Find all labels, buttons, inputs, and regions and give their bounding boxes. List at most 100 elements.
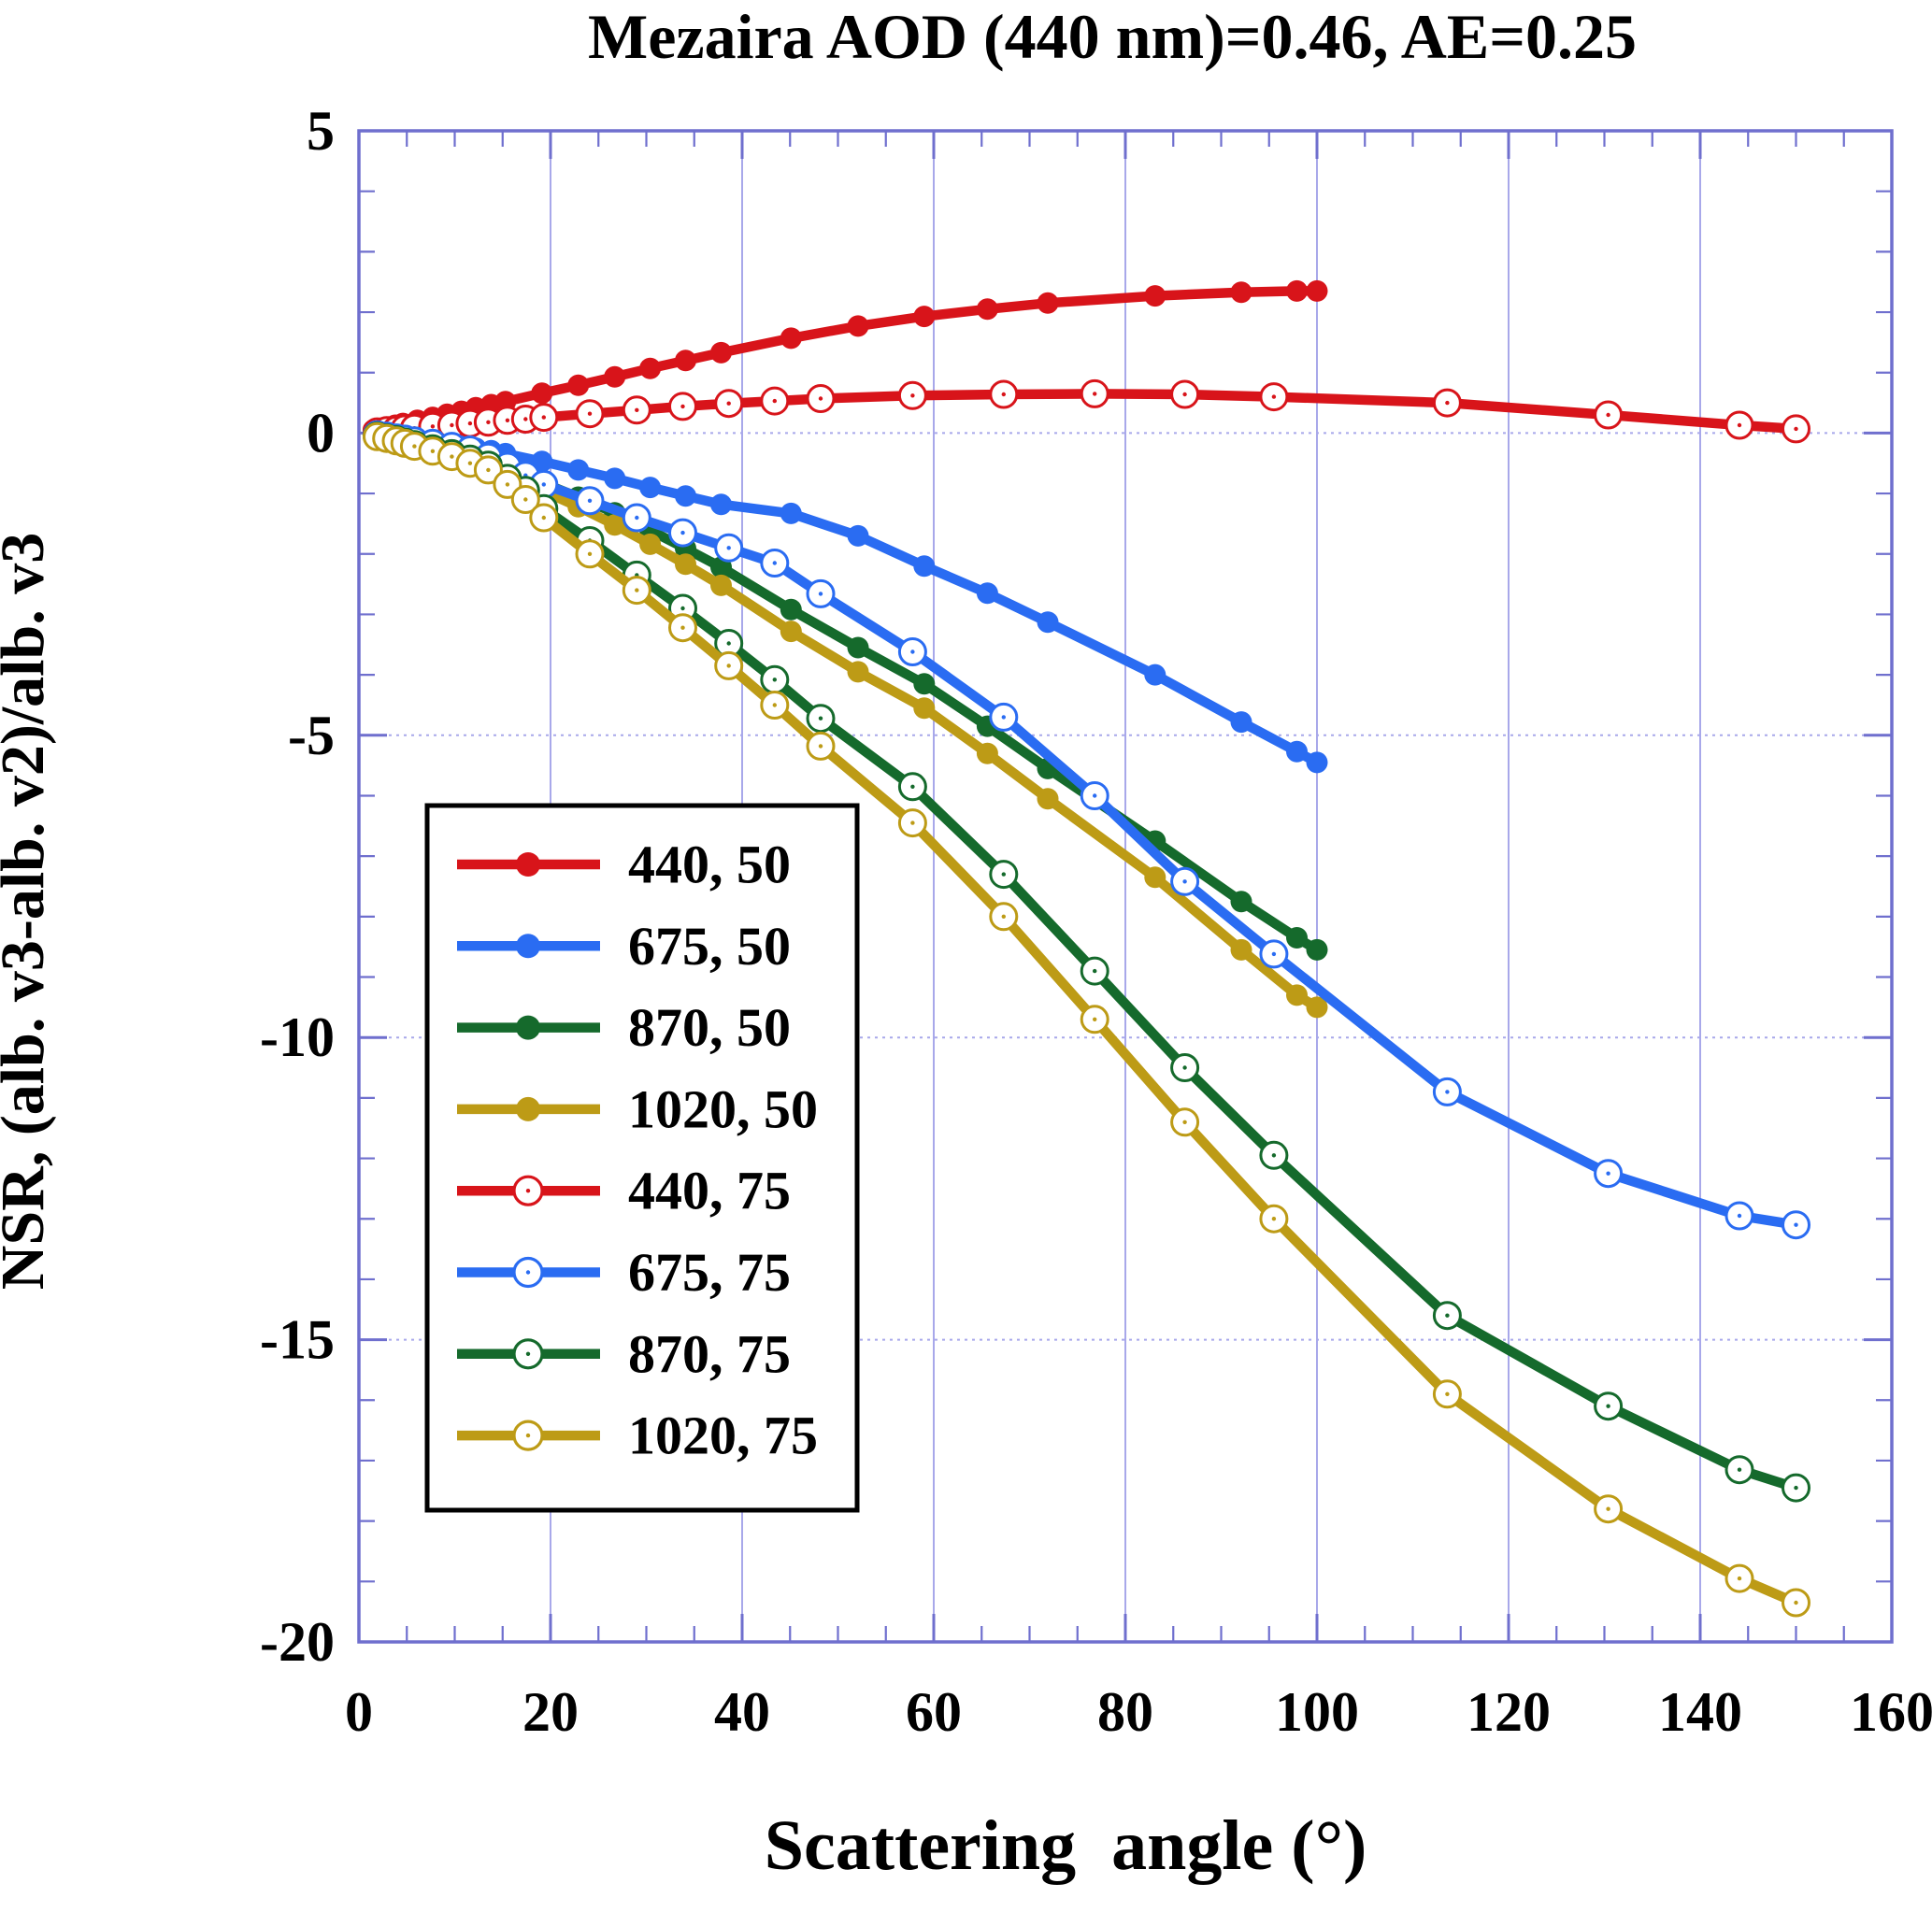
y-tick-label--10: -10 <box>260 1006 335 1068</box>
y-axis-title: NSR, (alb. v3-alb. v2)/alb. v3 <box>0 533 57 1290</box>
data-point-center-dot-icon <box>680 625 685 630</box>
data-point-center-dot-icon <box>1093 793 1097 798</box>
data-point <box>1230 938 1252 961</box>
x-tick-label-20: 20 <box>522 1681 579 1743</box>
y-tick-label--20: -20 <box>260 1611 335 1673</box>
legend-item-1020-50: 1020, 50 <box>457 1078 818 1139</box>
data-point <box>913 697 936 720</box>
data-point <box>1037 611 1059 634</box>
data-point-center-dot-icon <box>1182 1065 1187 1070</box>
data-point <box>1306 751 1328 774</box>
legend-label-675-50: 675, 50 <box>628 916 791 977</box>
legend-item-870-50: 870, 50 <box>457 997 791 1058</box>
data-point-center-dot-icon <box>818 592 823 596</box>
legend-label-440-75: 440, 75 <box>628 1161 791 1221</box>
data-point-center-dot-icon <box>412 444 417 449</box>
data-point-center-dot-icon <box>587 498 593 503</box>
data-point <box>1286 740 1308 763</box>
data-point-center-dot-icon <box>486 467 491 473</box>
data-point <box>1037 292 1059 314</box>
x-tick-label-0: 0 <box>345 1681 373 1743</box>
data-point-center-dot-icon <box>680 404 685 409</box>
data-point-center-dot-icon <box>1271 394 1277 399</box>
data-point <box>639 477 662 499</box>
data-point <box>976 582 998 605</box>
x-tick-label-160: 160 <box>1850 1681 1932 1743</box>
data-point-center-dot-icon <box>587 411 593 416</box>
data-point-center-dot-icon <box>635 407 639 412</box>
data-point-center-dot-icon <box>430 424 436 429</box>
data-point-center-dot-icon <box>467 421 473 426</box>
data-point-center-dot-icon <box>680 530 685 535</box>
data-point-center-dot-icon <box>910 649 915 654</box>
x-tick-label-140: 140 <box>1658 1681 1742 1743</box>
data-point-center-dot-icon <box>818 716 823 721</box>
data-point <box>1144 663 1166 686</box>
data-point <box>639 533 662 555</box>
data-point-center-dot-icon <box>1445 1391 1450 1397</box>
legend-marker-filled-circle-icon <box>516 1015 540 1040</box>
data-point <box>976 742 998 764</box>
data-point-center-dot-icon <box>1093 968 1097 974</box>
data-point-center-dot-icon <box>1794 1600 1798 1605</box>
data-point <box>710 574 732 596</box>
data-point <box>913 555 936 578</box>
y-tick-label--5: -5 <box>288 705 335 766</box>
legend-item-675-75: 675, 75 <box>457 1242 791 1303</box>
data-point-center-dot-icon <box>1271 951 1277 957</box>
data-point-center-dot-icon <box>1445 1313 1450 1318</box>
data-point-center-dot-icon <box>587 551 593 556</box>
data-point-center-dot-icon <box>726 546 731 550</box>
data-point <box>1286 279 1308 302</box>
series-layer <box>362 279 1810 1618</box>
data-point-center-dot-icon <box>1606 1404 1610 1408</box>
data-point <box>847 636 869 659</box>
legend-marker-center-dot-icon <box>525 1189 531 1193</box>
data-point <box>1037 788 1059 810</box>
data-point-center-dot-icon <box>772 398 777 404</box>
legend-marker-filled-circle-icon <box>516 852 540 877</box>
data-point-center-dot-icon <box>772 703 777 707</box>
data-point-center-dot-icon <box>635 588 639 592</box>
x-tick-label-40: 40 <box>714 1681 770 1743</box>
data-point-center-dot-icon <box>1606 1506 1610 1511</box>
legend-item-440-75: 440, 75 <box>457 1161 791 1221</box>
data-point <box>1286 927 1308 949</box>
legend-item-1020-75: 1020, 75 <box>457 1405 818 1466</box>
legend-label-440-50: 440, 50 <box>628 835 791 895</box>
data-point-center-dot-icon <box>818 396 823 401</box>
data-point <box>847 315 869 337</box>
data-point-center-dot-icon <box>523 417 528 421</box>
data-point <box>1306 279 1328 302</box>
data-point-center-dot-icon <box>450 454 454 459</box>
data-point-center-dot-icon <box>1794 1485 1798 1491</box>
data-point <box>567 459 590 481</box>
data-point <box>1306 938 1328 961</box>
data-point-center-dot-icon <box>486 420 491 424</box>
legend: 440, 50 675, 50 870, 50 1020, 50 440, 75 675,… <box>424 803 860 1513</box>
data-point <box>847 524 869 547</box>
y-tick-label--15: -15 <box>260 1309 335 1371</box>
series-1020-75 <box>363 421 1810 1618</box>
data-point <box>604 365 626 388</box>
data-point-center-dot-icon <box>450 422 454 428</box>
data-point-center-dot-icon <box>1606 1171 1610 1176</box>
data-point-center-dot-icon <box>1271 1153 1277 1158</box>
x-tick-label-120: 120 <box>1467 1681 1551 1743</box>
data-point-center-dot-icon <box>772 561 777 565</box>
legend-marker-center-dot-icon <box>525 1433 531 1438</box>
data-point <box>710 341 732 364</box>
data-point-center-dot-icon <box>523 497 528 502</box>
legend-item-675-50: 675, 50 <box>457 916 791 977</box>
data-point-center-dot-icon <box>726 663 731 668</box>
data-point-center-dot-icon <box>1182 392 1187 397</box>
data-point <box>639 357 662 379</box>
data-point-center-dot-icon <box>1445 1090 1450 1094</box>
chart-title: Mezaira AOD (440 nm)=0.46, AE=0.25 <box>588 1 1637 72</box>
legend-label-870-50: 870, 50 <box>628 997 791 1058</box>
data-point <box>780 502 802 524</box>
data-point-center-dot-icon <box>1794 426 1798 432</box>
data-point-center-dot-icon <box>1737 1576 1742 1581</box>
data-point <box>780 621 802 643</box>
